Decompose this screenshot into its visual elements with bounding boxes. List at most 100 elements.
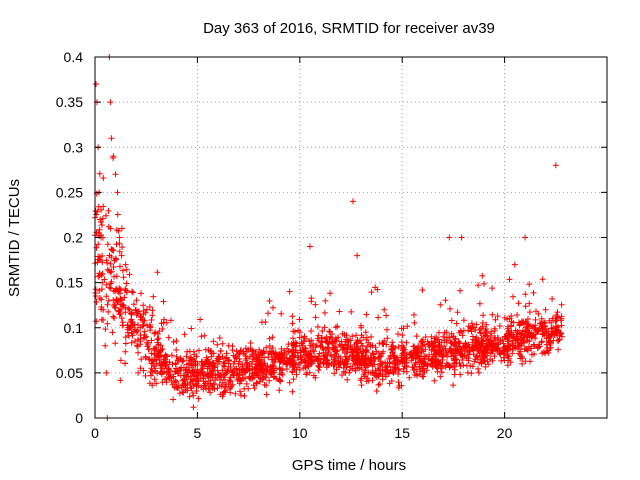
data-point bbox=[539, 320, 546, 327]
data-point bbox=[435, 336, 442, 343]
data-point bbox=[526, 300, 533, 307]
data-point bbox=[204, 365, 211, 372]
data-point bbox=[548, 319, 555, 326]
data-point bbox=[555, 346, 562, 353]
data-point bbox=[244, 361, 251, 368]
data-point bbox=[459, 357, 466, 363]
data-point bbox=[551, 327, 558, 333]
data-point bbox=[258, 356, 265, 363]
data-point bbox=[147, 323, 154, 330]
data-point bbox=[286, 379, 293, 386]
data-point bbox=[151, 345, 158, 352]
data-point bbox=[190, 404, 197, 411]
data-point bbox=[447, 305, 453, 312]
data-point bbox=[99, 215, 106, 222]
data-point bbox=[420, 355, 427, 362]
data-point bbox=[283, 351, 290, 358]
data-point bbox=[306, 338, 313, 345]
data-point bbox=[296, 316, 303, 323]
data-point bbox=[500, 354, 507, 361]
data-point bbox=[316, 364, 323, 371]
data-point bbox=[246, 366, 253, 373]
data-point bbox=[260, 349, 267, 355]
data-point bbox=[395, 331, 401, 337]
data-point bbox=[146, 356, 153, 363]
data-point bbox=[104, 259, 111, 266]
data-point bbox=[336, 308, 343, 315]
y-axis-title: SRMTID / TECUs bbox=[6, 179, 23, 297]
data-point bbox=[140, 307, 147, 314]
data-point bbox=[501, 347, 508, 354]
data-point bbox=[549, 295, 556, 302]
data-point bbox=[345, 339, 352, 346]
data-point bbox=[436, 359, 443, 366]
data-point bbox=[138, 356, 145, 363]
x-tick-labels: 0 5 10 15 20 bbox=[91, 425, 512, 441]
data-point bbox=[336, 360, 343, 367]
y-tick-label: 0.25 bbox=[56, 184, 83, 200]
data-point bbox=[247, 340, 254, 346]
data-point bbox=[256, 346, 263, 353]
data-point bbox=[137, 365, 144, 372]
data-point bbox=[186, 393, 193, 400]
data-point bbox=[303, 349, 310, 356]
data-point bbox=[171, 369, 178, 375]
data-point bbox=[363, 311, 370, 318]
data-point bbox=[98, 219, 104, 225]
data-point bbox=[100, 203, 107, 210]
data-point bbox=[358, 366, 365, 373]
data-point bbox=[331, 359, 338, 366]
data-point bbox=[149, 360, 156, 367]
data-point bbox=[487, 350, 494, 357]
data-point bbox=[141, 328, 148, 335]
data-point bbox=[383, 312, 390, 319]
data-point bbox=[95, 256, 101, 263]
data-point bbox=[266, 348, 273, 355]
data-point bbox=[346, 369, 353, 376]
data-point bbox=[112, 340, 119, 347]
data-point bbox=[307, 342, 314, 349]
data-point bbox=[114, 189, 121, 196]
data-point bbox=[359, 342, 366, 349]
data-point bbox=[98, 222, 105, 229]
data-point bbox=[473, 353, 480, 360]
data-point bbox=[440, 352, 447, 359]
data-point bbox=[522, 331, 529, 338]
data-point bbox=[509, 350, 516, 357]
data-point bbox=[173, 338, 180, 344]
data-point bbox=[195, 395, 202, 402]
data-point bbox=[457, 363, 464, 370]
data-point bbox=[544, 345, 551, 351]
data-point bbox=[307, 243, 313, 250]
data-point bbox=[156, 328, 163, 335]
data-point bbox=[464, 369, 471, 376]
data-point bbox=[483, 343, 490, 350]
data-point bbox=[237, 388, 243, 395]
data-point bbox=[266, 335, 273, 342]
data-point bbox=[491, 325, 498, 332]
data-point bbox=[339, 372, 345, 378]
data-point bbox=[479, 352, 485, 359]
data-point bbox=[315, 367, 322, 374]
data-point bbox=[519, 360, 526, 367]
data-point bbox=[236, 355, 243, 362]
data-point bbox=[505, 353, 512, 360]
data-point bbox=[334, 323, 341, 330]
data-point bbox=[343, 364, 350, 371]
data-point bbox=[530, 341, 537, 348]
data-point bbox=[361, 370, 368, 376]
data-point bbox=[374, 286, 381, 293]
data-point bbox=[210, 381, 217, 388]
data-point bbox=[312, 314, 319, 321]
data-point bbox=[456, 345, 463, 352]
data-point bbox=[107, 99, 114, 106]
data-point bbox=[530, 289, 537, 296]
data-point bbox=[180, 372, 187, 379]
data-point bbox=[558, 301, 565, 308]
data-point bbox=[448, 317, 455, 324]
data-point bbox=[469, 363, 476, 370]
data-point bbox=[111, 315, 118, 321]
data-point bbox=[375, 314, 382, 321]
data-point bbox=[523, 324, 530, 331]
